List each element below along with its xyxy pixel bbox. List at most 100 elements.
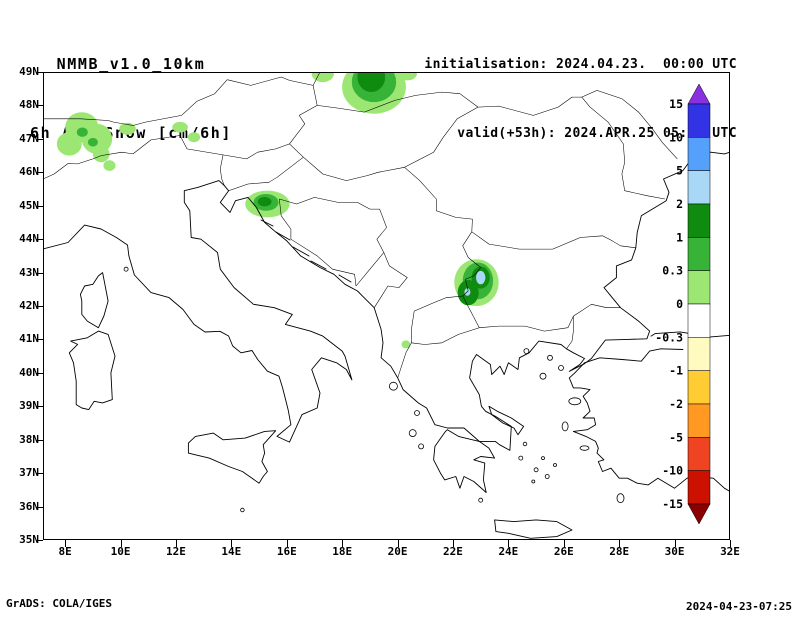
colorbar-band <box>687 237 711 271</box>
lon-tick <box>397 540 399 547</box>
snow-patch <box>257 197 272 207</box>
colorbar: 15 10 5 2 1 0.3 0 -0.3 -1 -2 -5 -10 -15 <box>655 84 711 525</box>
colorbar-band <box>687 137 711 171</box>
colorbar-level-label: -5 <box>669 430 683 444</box>
lat-tick <box>36 406 43 408</box>
colorbar-level-label: -0.3 <box>655 330 683 344</box>
lat-tick <box>36 540 43 541</box>
colorbar-band <box>687 403 711 438</box>
lat-axis-label: 43N <box>19 265 39 279</box>
lat-tick <box>36 138 43 140</box>
map-plot <box>43 72 730 540</box>
lon-axis-label: 18E <box>332 545 353 558</box>
colorbar-level-label: 2 <box>676 197 683 211</box>
map-frame <box>43 72 730 540</box>
colorbar-level-label: 10 <box>669 130 683 144</box>
lon-tick <box>452 540 454 547</box>
lat-tick <box>36 372 43 374</box>
lon-tick <box>619 540 621 547</box>
lon-tick <box>508 540 510 547</box>
lat-tick <box>36 105 43 107</box>
lon-tick <box>674 540 676 547</box>
snow-accumulation-layer <box>56 72 499 349</box>
colorbar-band <box>687 270 711 305</box>
snow-patch <box>172 121 188 133</box>
lat-axis-label: 44N <box>19 232 39 246</box>
lon-axis-label: 32E <box>720 545 740 558</box>
snow-patch <box>119 122 136 135</box>
lon-tick <box>65 540 67 547</box>
lat-axis-label: 40N <box>19 365 39 379</box>
snow-patch <box>476 270 486 285</box>
lat-tick <box>36 72 43 73</box>
lat-axis-label: 47N <box>19 131 39 145</box>
lat-tick <box>36 473 43 475</box>
islands <box>123 266 625 513</box>
lat-tick <box>36 506 43 508</box>
lat-tick <box>36 205 43 207</box>
colorbar-band <box>687 437 711 471</box>
grads-credit: GrADS: COLA/IGES <box>6 597 112 610</box>
colorbar-band <box>687 337 711 371</box>
colorbar-level-label: 0 <box>676 297 683 311</box>
snow-patch <box>103 160 116 171</box>
lon-tick <box>231 540 233 547</box>
lat-tick <box>36 172 43 174</box>
colorbar-level-label: 0.3 <box>662 264 683 278</box>
lon-axis-label: 10E <box>110 545 131 558</box>
lon-axis-label: 24E <box>498 545 519 558</box>
colorbar-arrow-bottom <box>687 503 711 525</box>
coastlines <box>43 151 730 539</box>
lat-tick <box>36 339 43 341</box>
map-canvas <box>43 72 730 540</box>
lat-axis-label: 36N <box>19 499 39 513</box>
snow-patch <box>401 340 411 349</box>
lat-axis-label: 39N <box>19 399 39 413</box>
lon-axis-label: 22E <box>443 545 463 558</box>
lat-axis-label: 45N <box>19 198 39 212</box>
snow-patch <box>92 145 110 163</box>
snow-patch <box>76 127 88 137</box>
lat-tick <box>36 239 43 241</box>
lat-tick <box>36 272 43 274</box>
lon-tick <box>175 540 177 547</box>
lat-axis-label: 42N <box>19 299 39 312</box>
colorbar-level-label: -10 <box>662 464 683 478</box>
lat-axis-label: 49N <box>19 65 39 78</box>
lat-axis-label: 35N <box>19 533 39 546</box>
lon-axis-label: 30E <box>664 545 685 558</box>
lat-tick <box>36 306 43 307</box>
snow-patch <box>87 137 98 147</box>
colorbar-band <box>687 470 711 505</box>
colorbar-band <box>687 370 711 405</box>
lon-tick <box>120 540 122 547</box>
lon-axis-label: 14E <box>221 545 242 558</box>
lat-axis-label: 37N <box>19 466 39 480</box>
colorbar-band <box>687 203 711 238</box>
lon-axis-label: 16E <box>276 545 297 558</box>
snow-patch <box>311 72 334 83</box>
snow-patch <box>187 132 201 143</box>
model-title: NMMB_v1.0_10km <box>56 55 206 73</box>
lat-tick <box>36 439 43 441</box>
snow-patch <box>56 132 82 156</box>
lat-axis-label: 46N <box>19 165 39 179</box>
lon-axis-label: 26E <box>553 545 574 558</box>
country-borders <box>43 72 678 378</box>
lon-axis-label: 8E <box>58 545 72 558</box>
snow-patch <box>357 72 386 92</box>
lon-axis-label: 20E <box>387 545 408 558</box>
colorbar-level-label: -1 <box>669 364 683 378</box>
colorbar-band <box>687 303 711 338</box>
lon-tick <box>342 540 344 547</box>
lon-tick <box>563 540 565 547</box>
colorbar-level-label: 1 <box>676 230 683 244</box>
lon-axis-label: 12E <box>166 545 186 558</box>
colorbar-level-label: 15 <box>669 97 683 111</box>
colorbar-level-label: 5 <box>676 164 683 178</box>
colorbar-band <box>687 170 711 205</box>
colorbar-arrow-top <box>687 84 711 105</box>
lat-axis-label: 38N <box>19 432 39 446</box>
colorbar-level-label: -15 <box>662 497 683 511</box>
